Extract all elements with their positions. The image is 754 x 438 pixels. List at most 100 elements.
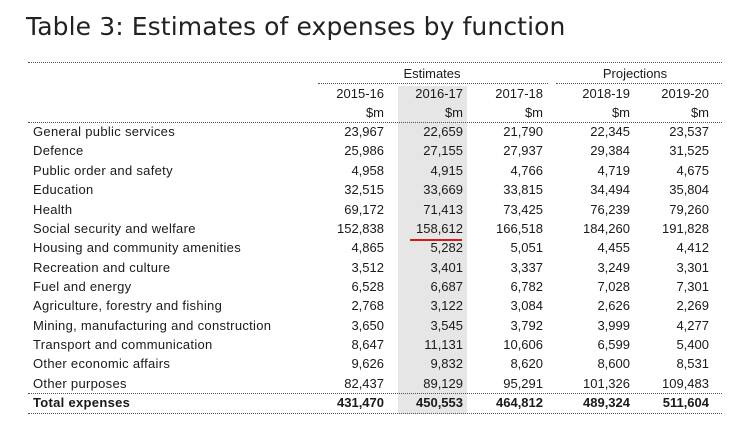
table-row: Other purposes 82,437 89,129 95,291 101,… — [33, 376, 723, 395]
cell-value: 2,768 — [351, 298, 384, 313]
cell-value: 5,051 — [510, 240, 543, 255]
table-row: General public services 23,967 22,659 21… — [33, 124, 723, 143]
cell-value: 3,084 — [510, 298, 543, 313]
total-value: 489,324 — [583, 395, 630, 410]
cell-value: 3,122 — [430, 298, 463, 313]
row-label: Health — [33, 202, 73, 217]
table-row: Fuel and energy 6,528 6,687 6,782 7,028 … — [33, 279, 723, 298]
table-row: Housing and community amenities 4,865 5,… — [33, 240, 723, 259]
cell-value: 6,528 — [351, 279, 384, 294]
red-underline — [410, 239, 462, 241]
row-label: Other purposes — [33, 376, 127, 391]
year-header: 2015-16 — [336, 86, 384, 101]
cell-value: 9,626 — [351, 356, 384, 371]
cell-value: 21,790 — [503, 124, 543, 139]
year-header: 2019-20 — [661, 86, 709, 101]
cell-value: 8,620 — [510, 356, 543, 371]
cell-value: 7,301 — [676, 279, 709, 294]
cell-value: 101,326 — [583, 376, 630, 391]
cell-value: 29,384 — [590, 143, 630, 158]
table-row: Recreation and culture 3,512 3,401 3,337… — [33, 260, 723, 279]
cell-value: 23,967 — [344, 124, 384, 139]
cell-value: 69,172 — [344, 202, 384, 217]
top-rule — [28, 62, 722, 63]
cell-value: 6,687 — [430, 279, 463, 294]
table-row: Public order and safety 4,958 4,915 4,76… — [33, 163, 723, 182]
cell-value: 152,838 — [337, 221, 384, 236]
cell-value: 8,531 — [676, 356, 709, 371]
cell-value: 6,599 — [597, 337, 630, 352]
total-label: Total expenses — [33, 395, 131, 410]
cell-value: 22,345 — [590, 124, 630, 139]
cell-value-highlighted: 158,612 — [416, 221, 463, 236]
cell-value: 5,400 — [676, 337, 709, 352]
row-label: Recreation and culture — [33, 260, 171, 275]
row-label: Housing and community amenities — [33, 240, 242, 255]
table-row: Mining, manufacturing and construction 3… — [33, 318, 723, 337]
header-rule — [28, 122, 722, 123]
cell-value: 7,028 — [597, 279, 630, 294]
row-label: Other economic affairs — [33, 356, 171, 371]
cell-value: 3,512 — [351, 260, 384, 275]
cell-value: 4,277 — [676, 318, 709, 333]
total-value: 464,812 — [496, 395, 543, 410]
table-row: Agriculture, forestry and fishing 2,768 … — [33, 298, 723, 317]
cell-value: 3,650 — [351, 318, 384, 333]
projections-header: Projections — [602, 66, 668, 81]
cell-value: 4,865 — [351, 240, 384, 255]
table-row: Other economic affairs 9,626 9,832 8,620… — [33, 356, 723, 375]
cell-value: 3,249 — [597, 260, 630, 275]
cell-value: 191,828 — [662, 221, 709, 236]
cell-value: 9,832 — [430, 356, 463, 371]
cell-value: 11,131 — [424, 337, 463, 352]
cell-value: 10,606 — [503, 337, 543, 352]
cell-value: 4,915 — [430, 163, 463, 178]
year-header: 2017-18 — [495, 86, 543, 101]
row-label: Fuel and energy — [33, 279, 132, 294]
table-row: Education 32,515 33,669 33,815 34,494 35… — [33, 182, 723, 201]
row-label: Public order and safety — [33, 163, 173, 178]
highlighted-column — [398, 86, 467, 414]
bottom-rule — [28, 413, 722, 414]
cell-value: 27,155 — [423, 143, 463, 158]
cell-value: 3,401 — [430, 260, 463, 275]
total-value: 431,470 — [337, 395, 384, 410]
estimates-header: Estimates — [403, 66, 461, 81]
row-label: Mining, manufacturing and construction — [33, 318, 272, 333]
projections-rule — [556, 83, 722, 84]
cell-value: 3,999 — [597, 318, 630, 333]
cell-value: 184,260 — [583, 221, 630, 236]
cell-value: 2,626 — [597, 298, 630, 313]
cell-value: 31,525 — [669, 143, 709, 158]
cell-value: 8,647 — [351, 337, 384, 352]
cell-value: 25,986 — [344, 143, 384, 158]
total-value: 511,604 — [662, 395, 709, 410]
cell-value: 32,515 — [344, 182, 384, 197]
row-label: Education — [33, 182, 94, 197]
cell-value: 95,291 — [503, 376, 543, 391]
cell-value: 22,659 — [423, 124, 463, 139]
cell-value: 33,669 — [423, 182, 463, 197]
cell-value: 8,600 — [597, 356, 630, 371]
unit-header: $m — [611, 105, 630, 120]
cell-value: 82,437 — [344, 376, 384, 391]
cell-value: 4,675 — [676, 163, 709, 178]
cell-value: 34,494 — [590, 182, 630, 197]
cell-value: 4,958 — [351, 163, 384, 178]
unit-header: $m — [365, 105, 384, 120]
cell-value: 2,269 — [676, 298, 709, 313]
cell-value: 3,301 — [676, 260, 709, 275]
cell-value: 3,545 — [430, 318, 463, 333]
cell-value: 109,483 — [662, 376, 709, 391]
table-row: Health 69,172 71,413 73,425 76,239 79,26… — [33, 202, 723, 221]
estimates-rule — [318, 83, 548, 84]
cell-value: 76,239 — [590, 202, 630, 217]
cell-value: 6,782 — [510, 279, 543, 294]
cell-value: 3,337 — [510, 260, 543, 275]
table-row: Defence 25,986 27,155 27,937 29,384 31,5… — [33, 143, 723, 162]
cell-value: 3,792 — [510, 318, 543, 333]
table-row: Social security and welfare 152,838 158,… — [33, 221, 723, 240]
unit-header: $m — [524, 105, 543, 120]
cell-value: 4,412 — [676, 240, 709, 255]
table-row: Transport and communication 8,647 11,131… — [33, 337, 723, 356]
